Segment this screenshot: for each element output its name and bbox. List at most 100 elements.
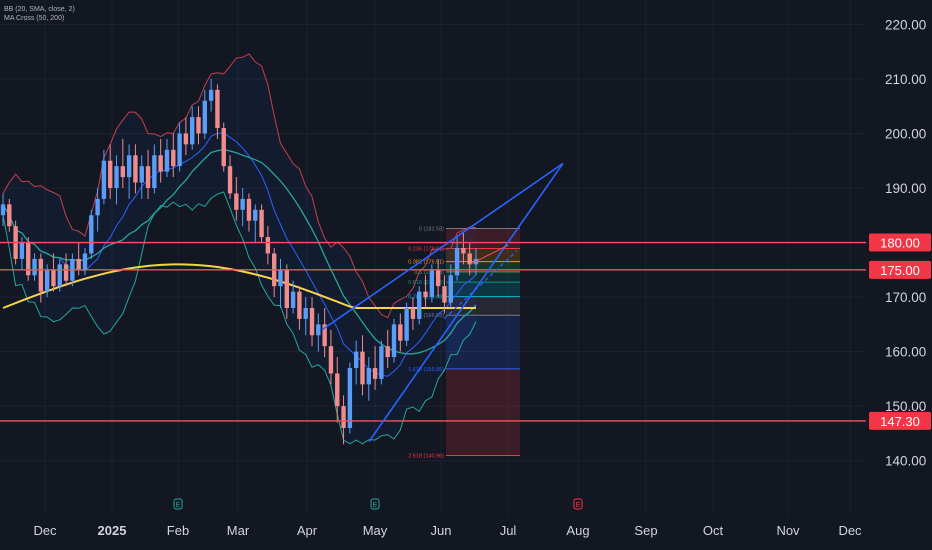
candle-body [76,258,81,270]
candle-body [410,308,416,319]
ma50-line [2,148,477,355]
time-axis-tick: Feb [167,523,189,538]
earnings-marker[interactable] [370,498,380,510]
projection-line[interactable] [443,250,518,320]
candle-body [417,291,422,319]
candle-body [101,160,107,199]
candle-body [145,166,151,188]
fibonacci-zone[interactable]: 0 (182.58)0.236 (178.91)0.382 (176.51)0.… [408,226,520,459]
bb-legend[interactable]: BB (20, SMA, close, 2) [4,6,75,13]
price-level-badge[interactable] [869,260,931,279]
candle-body [139,166,144,183]
time-axis-tick: Dec [33,523,57,538]
candle-body [190,117,195,145]
candle-body [467,253,472,265]
time-axis-tick: Jul [500,523,517,538]
fib-level-label: 0.618 (172.75) [408,280,444,286]
wedge-lower-line[interactable] [368,162,564,443]
candle-body [32,258,37,276]
time-axis[interactable]: Dec 2025 Feb Mar Apr May Jun Jul Aug Sep Oct Nov Dec [33,523,862,538]
time-axis-tick: Jun [431,523,452,538]
fib-level-label: 0.786 (170.08) [408,295,444,301]
candle-body [404,308,409,341]
candle-body [429,269,435,298]
earnings-marker-label: E [176,502,181,509]
ma200-line [2,263,476,309]
time-axis-tick: May [363,523,388,538]
candle-body [435,269,441,287]
candle-body [19,242,25,259]
annotation-line[interactable] [469,244,509,265]
candle-body [461,248,466,254]
candle-body [253,209,258,221]
earnings-marker[interactable] [573,498,583,510]
candle-body [442,286,447,303]
time-axis-tick: Nov [776,523,800,538]
candle-body [0,204,6,216]
candle-body [38,258,44,292]
fib-level-label: 0.5 (174.63) [414,270,444,276]
candle-body [391,324,397,358]
time-axis-tick: Oct [703,523,724,538]
candle-body [297,291,302,319]
candle-body [309,308,315,336]
price-axis[interactable]: 220.00 210.00 200.00 190.00 170.00 160.00 150.… [885,17,926,468]
candle-body [177,133,182,167]
fib-level-label: 0.236 (178.91) [408,246,444,252]
price-axis-tick: 190.00 [885,181,926,196]
candle-body [448,275,453,303]
candle-body [328,346,334,374]
candle-body [108,160,113,188]
price-axis-tick: 210.00 [885,72,926,87]
fib-zone-band [446,315,520,369]
fib-level-label: 0 (182.58) [419,226,444,232]
horizontal-levels[interactable]: 180.00 175.00 147.30 [0,233,931,430]
candle-body [26,242,31,276]
candle-body [335,373,340,407]
wedge-upper-line[interactable] [321,162,564,331]
candle-body [240,198,245,210]
candle-body [114,166,119,188]
time-axis-tick: Mar [227,523,250,538]
candle-body [120,166,126,178]
bb-fill [3,54,476,444]
candle-body [284,269,289,308]
price-level-badge[interactable] [869,411,931,430]
candle-body [126,155,132,178]
candle-body [322,324,327,347]
candle-body [353,351,359,368]
time-axis-tick: Sep [634,523,657,538]
candle-body [152,155,157,188]
candle-body [278,269,283,287]
candles [0,78,479,445]
candle-body [372,368,378,379]
candle-body [366,368,371,385]
earnings-marker[interactable] [173,498,183,510]
price-level-badge[interactable] [869,233,931,252]
wedge-trendlines[interactable] [321,162,564,443]
candle-body [158,155,163,172]
candle-body [234,193,239,210]
time-axis-tick: Aug [566,523,589,538]
candle-body [51,269,56,287]
price-level-label: 147.30 [880,414,920,429]
candle-body [63,264,69,281]
candle-body [303,308,308,319]
candle-body [133,155,138,183]
candle-body [89,215,94,254]
candle-body [44,269,50,292]
price-axis-tick: 160.00 [885,345,926,360]
fib-zone-band [446,261,520,272]
fib-zone-band [446,282,520,297]
candle-body [227,166,233,194]
bb-lower-line [2,191,477,445]
price-level-label: 180.00 [880,236,920,251]
candle-body [398,324,403,341]
fib-level-label: 1 (166.68) [419,313,444,319]
fib-level-label: 1.618 (156.85) [408,367,444,373]
ma-cross-legend[interactable]: MA Cross (50, 200) [4,15,65,22]
fib-zone-band [446,296,520,316]
